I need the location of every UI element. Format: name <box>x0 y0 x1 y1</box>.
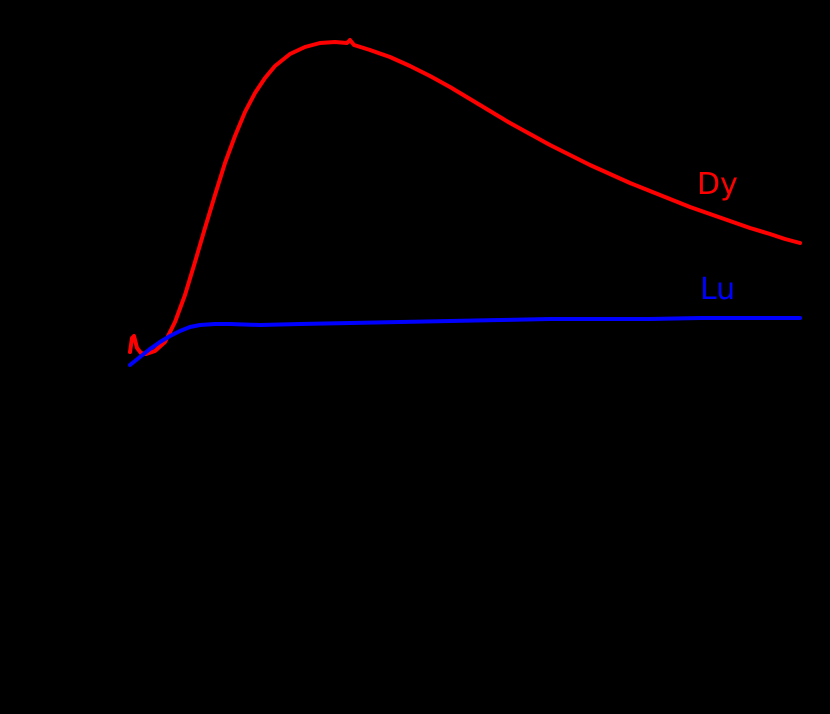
dy-series-label: Dy <box>697 167 738 202</box>
lu-curve <box>128 316 802 367</box>
dy-curve <box>128 38 802 356</box>
lu-series-label: Lu <box>700 272 736 307</box>
